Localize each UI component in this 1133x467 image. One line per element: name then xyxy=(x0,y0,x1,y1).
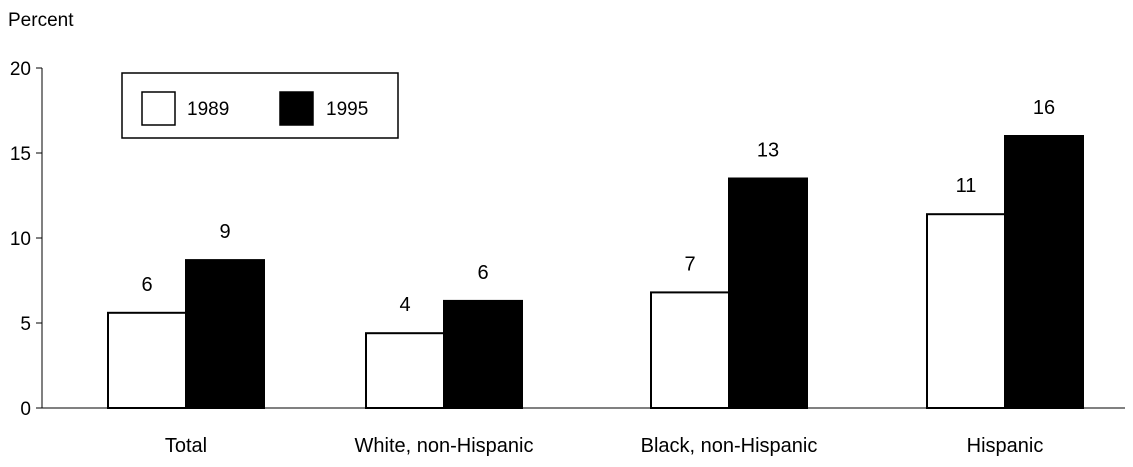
bar-1995 xyxy=(443,299,523,409)
bars: 6 9 4 6 7 13 11 16 xyxy=(107,97,1084,410)
y-axis-label: Percent xyxy=(8,10,74,31)
bar-1989 xyxy=(650,291,730,409)
x-tick-label: Hispanic xyxy=(967,435,1044,457)
legend-label-1995: 1995 xyxy=(326,99,368,120)
bar-1989 xyxy=(926,213,1006,409)
data-label-1989: 11 xyxy=(956,175,977,197)
x-tick-label: White, non-Hispanic xyxy=(355,435,534,457)
data-label-1989: 7 xyxy=(684,253,695,275)
bar-1989 xyxy=(107,311,187,409)
y-tick-label: 5 xyxy=(20,314,31,335)
axes: 0 5 10 15 20 Total White, non-Hispanic Black, n… xyxy=(10,59,1125,457)
legend-label-1989: 1989 xyxy=(187,99,229,120)
data-label-1995: 16 xyxy=(1033,97,1055,119)
y-tick-label: 20 xyxy=(10,59,31,80)
data-label-1989: 6 xyxy=(141,274,152,296)
y-tick-label: 10 xyxy=(10,229,31,250)
bar-1989 xyxy=(365,332,445,410)
data-label-1995: 13 xyxy=(757,140,779,162)
data-label-1989: 4 xyxy=(399,294,410,316)
x-tick-label: Total xyxy=(165,435,207,457)
data-label-1995: 6 xyxy=(477,262,488,284)
y-tick-label: 15 xyxy=(10,144,31,165)
bar-1995 xyxy=(185,259,265,409)
bar-1995 xyxy=(1004,135,1084,409)
data-label-1995: 9 xyxy=(219,221,230,243)
bar-1995 xyxy=(728,177,808,409)
legend-swatch-1989 xyxy=(141,91,176,126)
x-tick-label: Black, non-Hispanic xyxy=(641,435,818,457)
y-tick-label: 0 xyxy=(20,399,31,420)
legend: 1989 1995 xyxy=(121,72,399,139)
legend-swatch-1995 xyxy=(279,91,314,126)
